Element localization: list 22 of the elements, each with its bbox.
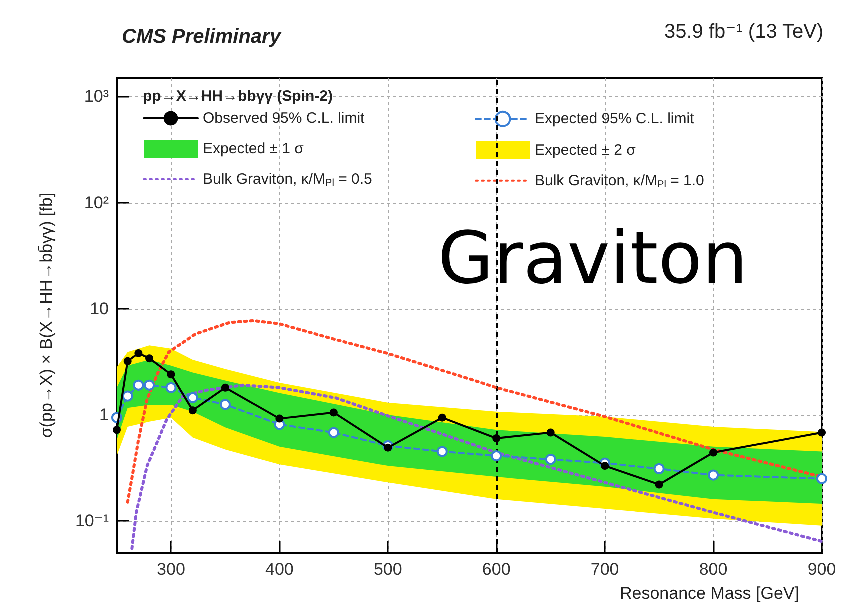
y-tick-label: 10² bbox=[84, 193, 110, 212]
y-axis-title: σ(pp→X) × B(X→HH→bb̄γγ) [fb] bbox=[37, 192, 56, 438]
annotation: Graviton bbox=[438, 216, 748, 300]
x-tick-label: 800 bbox=[699, 560, 728, 579]
x-tick-label: 700 bbox=[590, 560, 620, 579]
legend-label: Expected ± 1 σ bbox=[203, 140, 305, 158]
x-tick-label: 600 bbox=[482, 560, 511, 579]
y-tick-label: 1 bbox=[100, 405, 109, 424]
x-tick-label: 900 bbox=[808, 560, 836, 579]
y-tick-label: 10⁻¹ bbox=[75, 512, 110, 531]
y-tick-label: 10³ bbox=[84, 87, 110, 106]
text: pp→X→HH→bbγγ (Spin-2) bbox=[143, 88, 333, 105]
chart-title: CMS Preliminary bbox=[122, 26, 282, 48]
legend-label: Expected 95% C.L. limit bbox=[535, 110, 696, 128]
text: 35.9 fb⁻¹ (13 TeV) bbox=[664, 21, 824, 43]
legend-label: Observed 95% C.L. limit bbox=[203, 110, 366, 127]
legend-label: Expected ± 2 σ bbox=[535, 142, 637, 159]
x-tick-label: 400 bbox=[266, 560, 294, 579]
y-tick-label: 10 bbox=[90, 299, 109, 318]
x-axis-title: Resonance Mass [GeV] bbox=[620, 584, 800, 603]
x-tick-label: 500 bbox=[374, 560, 402, 579]
x-tick-label: 300 bbox=[157, 560, 186, 579]
